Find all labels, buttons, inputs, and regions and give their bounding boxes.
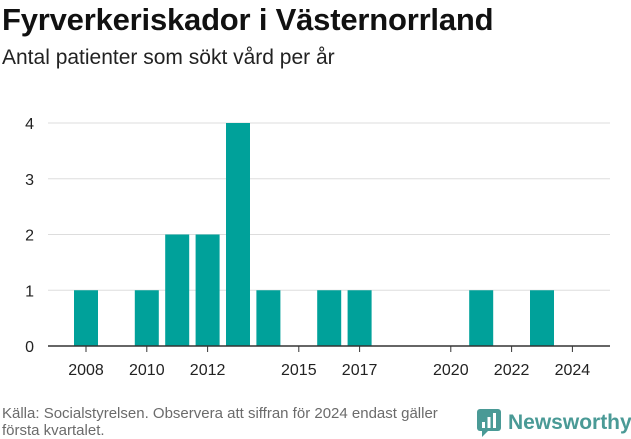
chart-title: Fyrverkeriskador i Västernorrland	[2, 2, 494, 37]
newsworthy-logo-icon	[477, 409, 501, 437]
bar-2010	[134, 290, 159, 346]
bar-2008	[74, 290, 98, 346]
x-axis: 2008 2010 2012 2015 2017 2020 2022 2024	[48, 345, 610, 379]
bar-2013	[226, 123, 250, 346]
y-tick-label: 1	[25, 283, 34, 300]
bar-2011	[165, 234, 190, 346]
bar-2023	[530, 290, 554, 346]
y-tick-label: 4	[25, 116, 34, 133]
y-axis-ticks: 0 1 2 3 4	[25, 116, 34, 356]
bar-2014	[256, 290, 281, 346]
x-tick-label: 2020	[433, 362, 469, 379]
bar-chart: 0 1 2 3 4 2008 2010 2012 2015 2017 2020 2022 2024	[25, 116, 610, 379]
x-tick-label: 2017	[342, 362, 378, 379]
x-tick-label: 2012	[190, 362, 226, 379]
bar-2017	[347, 290, 372, 346]
bars	[74, 123, 554, 346]
x-tick-label: 2015	[281, 362, 317, 379]
brand-logo: Newsworthy	[476, 408, 631, 438]
brand-name: Newsworthy	[508, 411, 631, 434]
bar-2012	[195, 234, 220, 346]
bar-2016	[317, 290, 342, 346]
x-tick-label: 2008	[68, 362, 104, 379]
gridlines	[48, 122, 610, 291]
y-tick-label: 3	[25, 172, 34, 189]
chart-subtitle: Antal patienter som sökt vård per år	[2, 46, 335, 69]
x-tick-label: 2022	[494, 362, 530, 379]
y-tick-label: 0	[25, 339, 34, 356]
x-tick-label: 2024	[555, 362, 591, 379]
y-tick-label: 2	[25, 228, 34, 245]
x-tick-label: 2010	[129, 362, 165, 379]
bar-2021	[469, 290, 494, 346]
source-note: Källa: Socialstyrelsen. Observera att si…	[2, 405, 438, 439]
